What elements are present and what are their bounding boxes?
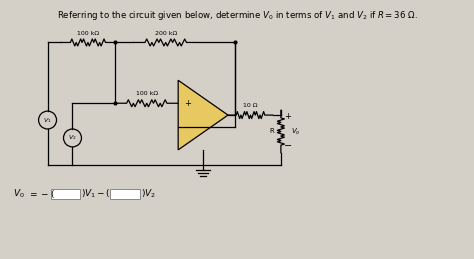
Text: 200 kΩ: 200 kΩ bbox=[155, 31, 177, 35]
Polygon shape bbox=[178, 80, 228, 150]
Text: −: − bbox=[284, 141, 292, 151]
Text: R: R bbox=[270, 128, 274, 134]
Text: 100 kΩ: 100 kΩ bbox=[136, 91, 158, 96]
Text: 10 Ω: 10 Ω bbox=[243, 103, 258, 108]
Text: $V_o$: $V_o$ bbox=[291, 126, 301, 136]
Text: $) V_2$: $) V_2$ bbox=[141, 188, 156, 200]
Text: $V_1$: $V_1$ bbox=[43, 116, 52, 125]
Text: $V_0$: $V_0$ bbox=[13, 188, 25, 200]
Text: $V_2$: $V_2$ bbox=[68, 133, 77, 142]
Text: 100 kΩ: 100 kΩ bbox=[77, 31, 99, 35]
Text: $) V_1 - ($: $) V_1 - ($ bbox=[82, 188, 111, 200]
Bar bbox=[51, 189, 81, 199]
Text: $= -($: $= -($ bbox=[27, 188, 55, 200]
Text: +: + bbox=[184, 99, 191, 108]
Bar bbox=[110, 189, 140, 199]
Text: Referring to the circuit given below, determine $V_0$ in terms of $V_1$ and $V_2: Referring to the circuit given below, de… bbox=[56, 9, 418, 22]
Text: +: + bbox=[284, 112, 292, 121]
